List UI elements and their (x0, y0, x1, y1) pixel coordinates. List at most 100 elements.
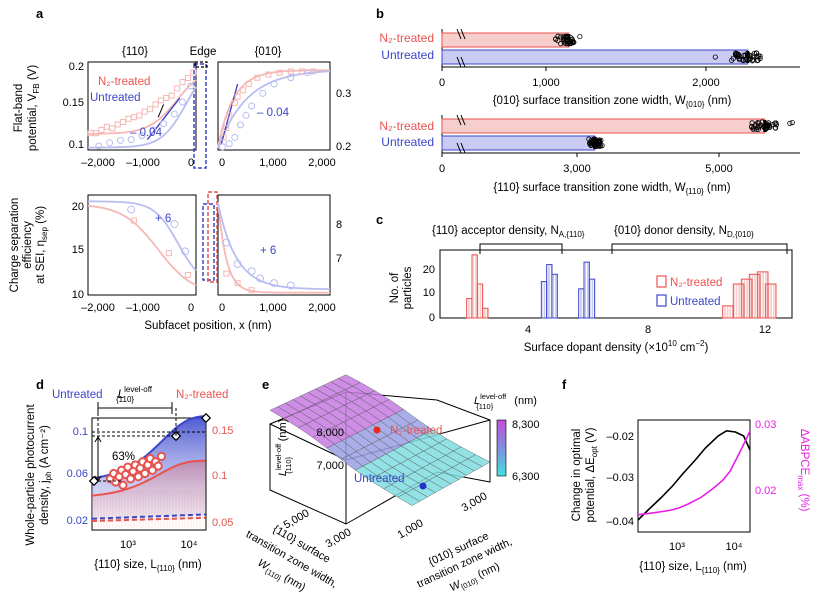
a-top-untreated-point (287, 74, 295, 82)
d-63pct-arrowhead (94, 436, 102, 443)
a-top-untreated-point (160, 120, 168, 128)
b-axis-break (456, 28, 466, 68)
a-bottom-left-axes (87, 194, 197, 296)
c-xtick: 4 (525, 324, 531, 336)
a-top-n2-point (231, 99, 238, 106)
a-bottom-edge-box-red (207, 191, 218, 283)
a-bottom-slope-right: + 6 (260, 245, 276, 257)
b-particle-point (597, 143, 604, 149)
a-bottom-xtick: 0 (219, 302, 225, 314)
e-marker-untreated-label: Untreated (354, 473, 405, 485)
a-bottom-xtick: 1,000 (259, 302, 287, 314)
d-n2-point (125, 474, 136, 484)
a-bottom-n2-point (248, 287, 255, 294)
d-xlabel-sub: {110} (157, 564, 175, 573)
b-particle-point (749, 123, 755, 130)
b-top-cat-untreated: Untreated (381, 48, 434, 62)
a-top-xticks: –2,000 –1,000 0 0 1,000 2,000 (81, 157, 336, 169)
f-ylabel-left-unit: (V) (585, 427, 597, 446)
f-ylabel-left-1: Change in optimal (571, 429, 583, 522)
a-top-n2-point (120, 119, 127, 125)
e-ztick: 7,000 (316, 460, 344, 472)
d-n2-label: N₂-treated (176, 389, 228, 401)
a-bottom-yticks-right: 8 7 (336, 219, 342, 265)
a-bottom-xticks: –2,000 –1,000 0 0 1,000 2,000 (81, 302, 336, 314)
d-xlabel: {110} size, L{110} (nm) (94, 559, 202, 573)
b-bar (441, 49, 749, 65)
a-top-untreated-point (149, 126, 157, 134)
b-bar (441, 135, 596, 151)
a-top-n2-point (220, 134, 227, 141)
c-legend-swatch-n2 (656, 275, 667, 288)
b-particle-point (736, 55, 742, 61)
b-particle-point (560, 36, 567, 43)
e-cbar-tick: 6,300 (512, 471, 540, 483)
c-acceptor-bracket (479, 243, 563, 254)
a-top-untreated-point (170, 110, 178, 118)
a-bottom-ytick: 15 (72, 244, 84, 256)
d-ytick-right: 0.15 (212, 425, 233, 437)
a-bottom-ylabel-text: at SEI, η (35, 240, 47, 284)
a-top-slope-mark (157, 104, 165, 118)
b-top-category-labels: N₂-treated Untreated (379, 31, 434, 62)
d-ytick-left: 0.06 (67, 468, 88, 480)
b-top-xlabel-sub: {010} (686, 100, 705, 109)
e-right-axis: 1,000 3,000 {010} surface transition zon… (396, 490, 515, 594)
b-particle-point (787, 120, 793, 126)
d-ylabel-unit: (A cm⁻²) (39, 425, 51, 471)
a-top-n2-point (103, 123, 110, 130)
d-level-diamond (88, 475, 100, 487)
a-bottom-untreated-point (181, 247, 190, 256)
a-top-untreated-point (231, 133, 239, 141)
e-cbar-gradient (496, 419, 507, 477)
f-line-abpce (637, 430, 751, 516)
b-bottom-data (441, 114, 800, 157)
panel-letter-e: e (262, 377, 269, 392)
a-top-untreated-point (187, 82, 195, 90)
b-top-xlabel-unit: (nm) (704, 95, 731, 107)
panel-f: f Change in optimal potential, ΔEopt (V)… (562, 377, 810, 575)
a-bottom-ylabel-line3: at SEI, ηsep (%) (35, 206, 49, 284)
a-top-yticks-left: 0.2 0.15 0.1 (63, 61, 84, 151)
a-top-yticks-right: 0.3 0.2 (336, 88, 351, 153)
f-ylabel-left-text: potential, ΔE (585, 457, 597, 523)
a-bottom-n2-point (184, 272, 191, 278)
a-top-n2-point (276, 69, 283, 76)
a-bottom-n2-point (223, 270, 230, 277)
panel-c: c {110} acceptor density, NA,{110} {010}… (376, 212, 793, 354)
e-untreated-marker (419, 482, 427, 490)
c-yticks: 20 10 0 (423, 264, 435, 324)
d-xlabel-text: {110} size, L (94, 559, 157, 571)
a-bottom-untreated-point (256, 274, 264, 283)
a-bottom-untreated-fit-right (217, 203, 330, 291)
a-n2-label: N₂-treated (98, 76, 150, 88)
a-top-n2-point (152, 101, 159, 108)
d-n2-point (147, 465, 158, 475)
a-top-ylabel-text: potential, V (27, 93, 39, 151)
e-cbar-unit: (nm) (511, 395, 537, 407)
panel-letter-f: f (562, 377, 567, 392)
a-top-untreated-fit-left (88, 86, 197, 149)
d-n2-lower-curve (91, 516, 206, 522)
b-particle-point (734, 51, 740, 57)
a-top-edge-box-blue (193, 63, 207, 169)
e-cbar-title: Llevel-off {110} (nm) (474, 392, 537, 411)
e-left-axis: 5,000 3,000 {110} surface transition zon… (244, 507, 354, 594)
d-levelof-sup: level-off (124, 385, 153, 394)
c-xlabel-unit: cm (677, 342, 696, 354)
panel-a: a {110} Edge {010} Flat-band potential, … (9, 6, 351, 332)
f-ytick-left: –0.03 (606, 472, 634, 484)
d-data (88, 408, 212, 528)
d-ylabel-2: density, jph (A cm⁻²) (39, 425, 53, 525)
b-top-xtick: 2,000 (692, 77, 720, 89)
b-bottom-xlabel-sub: {110} (686, 187, 704, 196)
a-top-n2-point (109, 125, 116, 132)
a-top-n2-point (226, 112, 233, 119)
d-xlabel-unit: (nm) (175, 559, 202, 571)
b-top-xlabel-text: {010} surface transition zone width, W (493, 95, 686, 107)
a-top-xtick: 2,000 (308, 157, 336, 169)
a-bottom-xtick: 2,000 (308, 302, 336, 314)
a-top-ylabel-line2: potential, VFB (V) (27, 65, 41, 151)
c-xlabel-close: ) (704, 342, 708, 354)
